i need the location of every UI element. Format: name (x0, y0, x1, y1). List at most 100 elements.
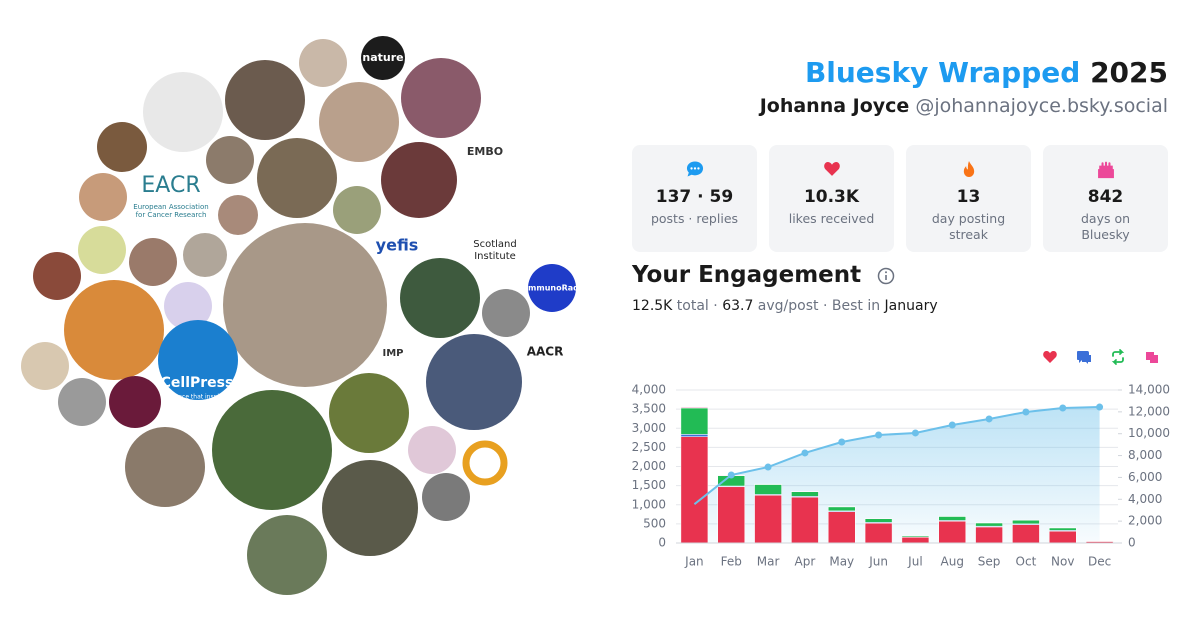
x-tick-label: Jul (907, 555, 922, 569)
logo-text: nature (362, 51, 403, 64)
avatar[interactable] (400, 258, 480, 338)
avatar[interactable] (64, 280, 164, 380)
bar-segment (1049, 527, 1077, 531)
x-tick-label: Sep (978, 555, 1001, 569)
icon (686, 161, 703, 177)
logo-text: EMBO (467, 145, 503, 158)
avatar[interactable] (528, 264, 576, 312)
y-tick-label: 1,000 (632, 497, 666, 511)
x-tick-label: Oct (1016, 555, 1037, 569)
stat-label: likes received (788, 211, 875, 226)
icon-shape (1111, 349, 1125, 365)
logo-text: ImmunoRad (525, 284, 579, 293)
y-tick-label: 3,000 (632, 421, 666, 435)
avatar[interactable] (225, 60, 305, 140)
avatar[interactable] (21, 342, 69, 390)
avatar[interactable] (58, 378, 106, 426)
avatar[interactable] (33, 252, 81, 300)
avatar[interactable] (206, 136, 254, 184)
bar-segment (754, 484, 782, 495)
stat-icon (963, 160, 974, 178)
avatar[interactable] (164, 282, 212, 330)
line-point (875, 431, 883, 439)
y2-tick-label: 14,000 (1128, 383, 1170, 397)
user-handle[interactable]: @johannajoyce.bsky.social (915, 95, 1168, 117)
avatar[interactable] (212, 390, 332, 510)
line-point (801, 449, 809, 457)
y2-tick-label: 2,000 (1128, 514, 1162, 528)
y2-tick-label: 8,000 (1128, 448, 1162, 462)
stat-card: 137 · 59 posts · replies (632, 145, 757, 252)
logo-text: Institute (474, 251, 516, 262)
avatar[interactable] (422, 473, 470, 521)
summary-part: 12.5K (632, 298, 673, 314)
stat-value: 842 (1087, 187, 1124, 207)
icon (1097, 161, 1114, 179)
avatar[interactable] (482, 289, 530, 337)
avatar[interactable] (218, 195, 258, 235)
stat-icon (686, 161, 703, 177)
logo-text: Science that inspires (166, 394, 228, 401)
bar-segment (828, 506, 856, 512)
line (693, 406, 1100, 505)
line-point (838, 438, 846, 446)
summary-part: total · (672, 298, 723, 314)
logo-text: European Association (133, 203, 208, 211)
avatar[interactable] (158, 320, 238, 400)
y2-tick-label: 10,000 (1128, 426, 1170, 440)
bar-segment (680, 406, 709, 409)
avatar[interactable] (143, 72, 223, 152)
avatar[interactable] (401, 58, 481, 138)
x-tick-label: May (829, 555, 854, 569)
avatar[interactable] (257, 138, 337, 218)
summary-part: 63.7 (722, 298, 754, 314)
avatar[interactable] (183, 233, 227, 277)
logo-text: CellPress (161, 375, 234, 391)
bar-segment (938, 520, 966, 544)
x-tick-label: Dec (1088, 555, 1111, 569)
x-tick-label: Mar (757, 555, 780, 569)
stat-icon (823, 162, 840, 176)
section-title: Your Engagement (632, 262, 895, 288)
bar-segment (680, 434, 709, 437)
y-tick-label: 4,000 (632, 383, 666, 397)
avatar[interactable] (129, 238, 177, 286)
stat-label: days on Bluesky (1080, 211, 1131, 242)
avatar-ring (462, 440, 508, 486)
line-point (1096, 403, 1104, 411)
bar-segment (864, 522, 893, 544)
logo-text: IMP (382, 348, 403, 359)
bar-segment (717, 486, 745, 544)
info-icon[interactable] (877, 267, 895, 285)
avatar[interactable] (109, 376, 161, 428)
stat-icon (1097, 161, 1114, 179)
avatar[interactable] (79, 173, 127, 221)
avatar[interactable] (322, 460, 418, 556)
avatar[interactable] (426, 334, 522, 430)
stat-value: 13 (956, 187, 981, 207)
y2-tick-label: 6,000 (1128, 470, 1162, 484)
y-tick-label: 3,500 (632, 402, 666, 416)
avatar[interactable] (319, 82, 399, 162)
stat-card: 10.3K likes received (769, 145, 894, 252)
avatar[interactable] (247, 515, 327, 595)
avatar[interactable] (97, 122, 147, 172)
summary: 12.5K total · 63.7 avg/post · Best in Ja… (632, 298, 938, 314)
x-tick-label: Aug (941, 555, 964, 569)
avatar[interactable] (329, 373, 409, 453)
icon-shape (1146, 352, 1158, 363)
icon (963, 160, 974, 178)
avatar[interactable] (333, 186, 381, 234)
avatar[interactable] (78, 226, 126, 274)
bar-segment (901, 537, 930, 544)
avatar[interactable] (125, 427, 205, 507)
avatar[interactable] (361, 36, 405, 80)
avatar[interactable] (381, 142, 457, 218)
avatar[interactable] (408, 426, 456, 474)
avatar[interactable] (299, 39, 347, 87)
icon-shape (823, 162, 840, 176)
stat-value: 137 · 59 (655, 187, 734, 207)
avatar[interactable] (223, 223, 387, 387)
